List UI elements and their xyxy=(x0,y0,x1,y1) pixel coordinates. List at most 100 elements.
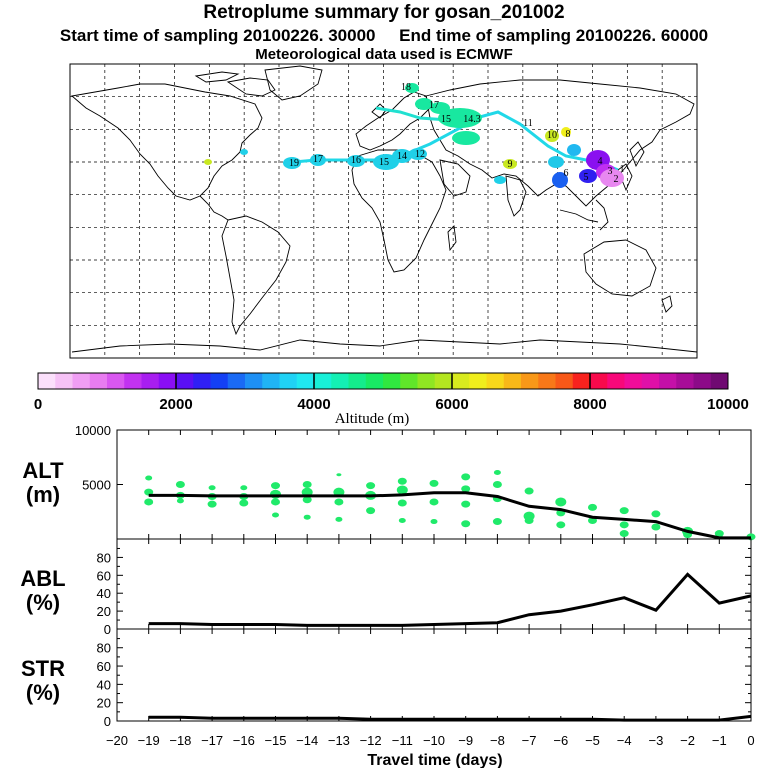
trajectory-day-label: 18 xyxy=(401,82,411,93)
colorbar-tick-label: 8000 xyxy=(573,396,606,413)
trajectory-day-label: 4 xyxy=(598,156,603,167)
plume-cluster xyxy=(405,83,419,93)
altitude-cluster-point xyxy=(272,512,279,518)
x-tick-label: −8 xyxy=(490,733,505,748)
x-tick-label: −2 xyxy=(680,733,695,748)
x-tick-label: −19 xyxy=(138,733,160,748)
altitude-cluster-point xyxy=(145,475,153,481)
colorbar-tick-label: 10000 xyxy=(707,396,749,413)
panel-unit: (%) xyxy=(26,680,60,705)
colorbar-swatch xyxy=(55,373,73,389)
chart-title: Retroplume summary for gosan_201002 xyxy=(203,2,565,23)
altitude-cluster-point xyxy=(493,470,501,476)
altitude-cluster-point xyxy=(524,516,534,524)
colorbar-swatch xyxy=(348,373,367,389)
panel-str: 0 20 40 60 80 STR(%) xyxy=(21,628,752,729)
y-tick-label: 10000 xyxy=(75,423,111,438)
altitude-cluster-point xyxy=(334,498,344,506)
altitude-cluster-point xyxy=(336,473,342,477)
x-tick-label: −12 xyxy=(360,733,382,748)
altitude-cluster-point xyxy=(651,510,661,518)
altitude-cluster-point xyxy=(397,477,407,485)
colorbar-swatch xyxy=(227,373,246,389)
start-time-label: Start time of sampling 20100226. 30000 xyxy=(59,26,376,45)
end-time-label: End time of sampling 20100226. 60000 xyxy=(399,26,709,45)
altitude-cluster-point xyxy=(302,481,312,488)
x-tick-label: −1 xyxy=(712,733,727,748)
x-tick-label: −20 xyxy=(106,733,128,748)
x-tick-label: −17 xyxy=(201,733,223,748)
plume-cluster xyxy=(392,149,412,163)
altitude-cluster-point xyxy=(335,516,343,522)
trajectory-day-label: 3 xyxy=(608,166,613,177)
plume-cluster xyxy=(567,144,581,156)
trajectory-day-label: 11 xyxy=(523,118,533,129)
colorbar-swatch xyxy=(417,373,436,389)
plume-cluster xyxy=(430,102,450,114)
colorbar-swatch xyxy=(572,373,591,389)
x-tick-label: −7 xyxy=(522,733,537,748)
colorbar-swatch xyxy=(710,373,729,389)
colorbar-swatch xyxy=(641,373,660,389)
trajectory-day-label: 10 xyxy=(547,130,557,141)
y-tick-label: 20 xyxy=(97,604,111,619)
plume-cluster xyxy=(283,157,301,169)
x-tick-label: −16 xyxy=(233,733,255,748)
y-tick-label: 0 xyxy=(104,622,111,637)
altitude-cluster-point xyxy=(651,523,661,531)
colorbar-swatch xyxy=(486,373,505,389)
colorbar-tick-label: 0 xyxy=(34,396,42,413)
panel-alt: 5000 10000 ALT(m) xyxy=(22,423,756,541)
altitude-cluster-point xyxy=(301,487,313,497)
x-axis-title: Travel time (days) xyxy=(367,752,502,768)
y-tick-label: 40 xyxy=(97,586,111,601)
x-tick-label: −3 xyxy=(648,733,663,748)
colorbar-swatch xyxy=(107,373,125,389)
altitude-cluster-point xyxy=(271,482,280,490)
colorbar-swatch xyxy=(38,373,56,389)
y-tick-label: 40 xyxy=(97,677,111,692)
mean-altitude-line xyxy=(148,491,751,540)
plume-cluster xyxy=(409,148,427,160)
y-tick-label: 60 xyxy=(97,659,111,674)
altitude-cluster-point xyxy=(619,530,629,538)
colorbar-swatch xyxy=(590,373,608,389)
plume-cluster xyxy=(600,169,624,187)
colorbar-swatch xyxy=(400,373,418,389)
colorbar-swatch xyxy=(365,373,384,389)
altitude-cluster-point xyxy=(492,518,502,526)
x-tick-label: −18 xyxy=(169,733,191,748)
altitude-cluster-point xyxy=(619,507,629,515)
altitude-cluster-point xyxy=(270,489,281,499)
colorbar-swatch xyxy=(469,373,487,389)
trajectory-day-label: 14 xyxy=(397,151,407,162)
plume-clusters xyxy=(204,83,624,188)
plume-cluster xyxy=(494,176,506,184)
y-tick-label: 80 xyxy=(97,641,111,656)
x-tick-label: −4 xyxy=(617,733,632,748)
x-tick-label: −15 xyxy=(264,733,286,748)
x-tick-label: 0 xyxy=(747,733,754,748)
met-data-label: Meteorological data used is ECMWF xyxy=(255,46,513,63)
panel-unit: (%) xyxy=(26,590,60,615)
colorbar-swatch xyxy=(245,373,263,389)
colorbar-swatch xyxy=(296,373,315,389)
altitude-cluster-point xyxy=(524,487,534,495)
colorbar-tick-label: 4000 xyxy=(297,396,330,413)
colorbar-swatch xyxy=(555,373,574,389)
plume-cluster xyxy=(204,159,212,165)
trajectory-day-label: 15 xyxy=(441,114,451,125)
x-tick-label: −5 xyxy=(585,733,600,748)
colorbar-swatch xyxy=(434,373,453,389)
trajectory-day-label: 9 xyxy=(508,159,513,170)
x-tick-label: −9 xyxy=(458,733,473,748)
y-tick-label: 20 xyxy=(97,696,111,711)
colorbar-swatch xyxy=(452,373,470,389)
altitude-cluster-point xyxy=(396,485,408,495)
trajectory-day-label: 12 xyxy=(415,149,425,160)
altitude-cluster-point xyxy=(461,500,471,508)
x-tick-label: −11 xyxy=(392,733,413,748)
altitude-cluster-point xyxy=(208,485,216,491)
